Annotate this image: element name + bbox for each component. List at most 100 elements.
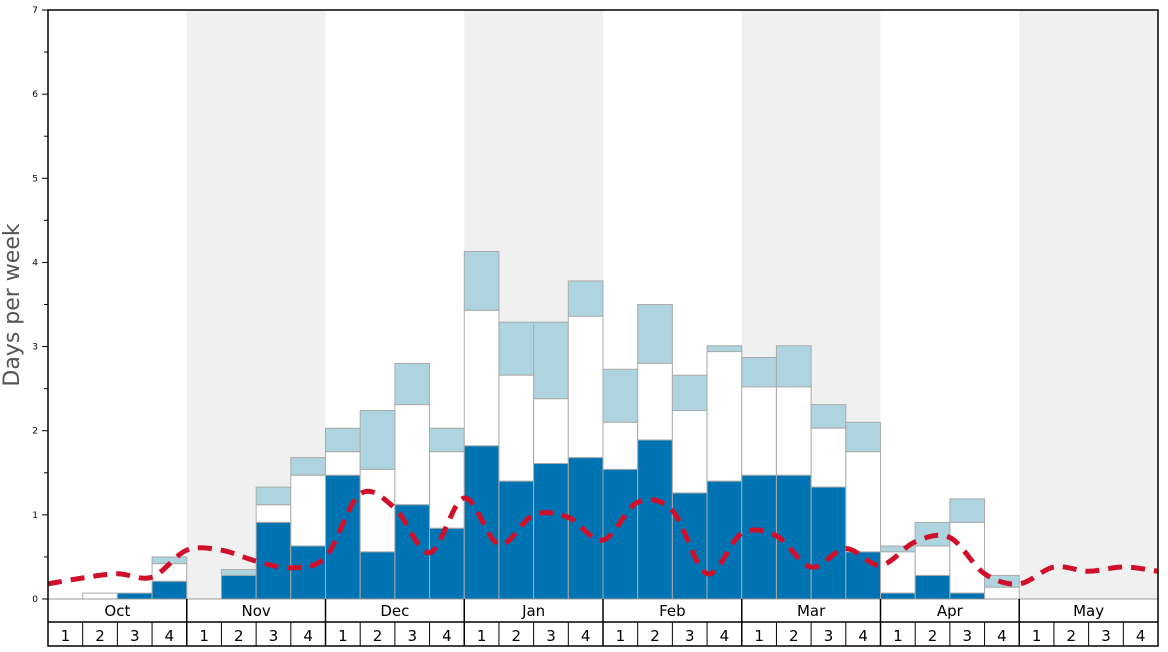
bar-segment-white xyxy=(463,309,500,447)
y-tick-label: 6 xyxy=(32,90,38,100)
bar-segment-dark xyxy=(220,574,257,600)
bar-segment-white xyxy=(255,504,292,523)
week-label: 1 xyxy=(1032,627,1042,645)
bar-segment-white xyxy=(671,410,708,494)
bar-segment-dark xyxy=(533,463,569,600)
week-label: 4 xyxy=(165,627,175,645)
bar-segment-dark xyxy=(151,580,188,600)
week-label: 3 xyxy=(685,627,695,645)
week-label: 3 xyxy=(1101,627,1111,645)
bar-segment-light xyxy=(567,280,604,317)
bar-segment-white xyxy=(325,451,361,476)
bar-segment-light xyxy=(290,457,326,476)
bar-segment-white xyxy=(498,374,535,482)
week-label: 1 xyxy=(616,627,626,645)
month-label: Dec xyxy=(380,602,409,620)
bar-segment-dark xyxy=(429,527,465,600)
week-label: 4 xyxy=(303,627,313,645)
bar-segment-light xyxy=(949,498,986,523)
bar-segment-white xyxy=(290,474,326,547)
bar-segment-light xyxy=(359,410,396,470)
week-label: 1 xyxy=(61,627,71,645)
month-label: Jan xyxy=(521,602,545,620)
bar-segment-light xyxy=(429,427,465,453)
y-tick-label: 0 xyxy=(32,595,38,605)
bar-segment-white xyxy=(567,315,604,459)
bar-segment-light xyxy=(394,362,431,406)
bar-segment-light xyxy=(463,250,500,311)
bar-segment-white xyxy=(82,592,118,600)
week-label: 4 xyxy=(720,627,730,645)
y-tick-label: 2 xyxy=(32,427,38,437)
week-label: 4 xyxy=(858,627,868,645)
week-label: 1 xyxy=(754,627,764,645)
bar-segment-white xyxy=(637,362,673,441)
week-label: 1 xyxy=(199,627,209,645)
month-label: Feb xyxy=(659,602,686,620)
bar-segment-dark xyxy=(255,521,292,600)
bar-segment-light xyxy=(602,368,639,423)
y-tick-label: 4 xyxy=(32,258,38,268)
week-label: 2 xyxy=(928,627,938,645)
bar-segment-light xyxy=(637,304,673,364)
week-label: 2 xyxy=(789,627,799,645)
month-label: May xyxy=(1073,602,1104,620)
week-label: 2 xyxy=(95,627,105,645)
bar-segment-white xyxy=(775,386,812,476)
week-label: 4 xyxy=(1136,627,1146,645)
week-label: 4 xyxy=(442,627,452,645)
y-axis-label: Days per week xyxy=(0,223,25,386)
bar-segment-dark xyxy=(671,492,708,600)
week-label: 2 xyxy=(1067,627,1077,645)
bar-segment-white xyxy=(810,427,847,488)
bar-segment-light xyxy=(325,427,361,453)
week-label: 3 xyxy=(546,627,556,645)
week-label: 3 xyxy=(269,627,279,645)
y-tick-label: 5 xyxy=(32,174,38,184)
bar-segment-white xyxy=(394,404,431,506)
bar-segment-dark xyxy=(394,504,431,600)
bar-segment-white xyxy=(706,351,743,482)
bar-segment-white xyxy=(984,586,1020,600)
bar-segment-light xyxy=(741,357,777,388)
month-label: Mar xyxy=(797,602,826,620)
y-tick-label: 1 xyxy=(32,511,38,521)
bar-segment-light xyxy=(533,321,569,400)
month-shade xyxy=(1019,10,1158,599)
month-label: Oct xyxy=(104,602,130,620)
bar-segment-white xyxy=(429,451,465,529)
week-label: 3 xyxy=(407,627,417,645)
week-label: 2 xyxy=(650,627,660,645)
plot-frame xyxy=(47,9,1159,647)
week-label: 1 xyxy=(338,627,348,645)
bar-segment-light xyxy=(255,486,292,506)
week-label: 3 xyxy=(130,627,140,645)
bar-segment-dark xyxy=(325,474,361,600)
week-label: 2 xyxy=(512,627,522,645)
bar-segment-dark xyxy=(290,545,326,600)
week-label: 3 xyxy=(824,627,834,645)
month-label: Nov xyxy=(241,602,270,620)
bar-segment-white xyxy=(741,386,777,476)
bar-segment-dark xyxy=(914,574,951,600)
week-label: 2 xyxy=(234,627,244,645)
month-label: Apr xyxy=(937,602,964,620)
week-label: 1 xyxy=(893,627,903,645)
bar-segment-dark xyxy=(498,480,535,600)
bar-segment-white xyxy=(845,451,881,553)
week-label: 4 xyxy=(997,627,1007,645)
bar-segment-light xyxy=(706,345,743,353)
bar-segment-dark xyxy=(880,592,916,600)
bar-segment-dark xyxy=(116,592,153,600)
bar-segment-dark xyxy=(359,551,396,600)
bar-segment-dark xyxy=(637,439,673,600)
bar-segment-white xyxy=(359,468,396,553)
bar-segment-light xyxy=(671,374,708,412)
average-line xyxy=(47,488,1159,587)
week-label: 1 xyxy=(477,627,487,645)
bar-segment-white xyxy=(533,398,569,465)
y-tick-label: 3 xyxy=(32,343,38,353)
y-tick-label: 7 xyxy=(32,6,38,16)
bar-segment-light xyxy=(220,569,257,576)
